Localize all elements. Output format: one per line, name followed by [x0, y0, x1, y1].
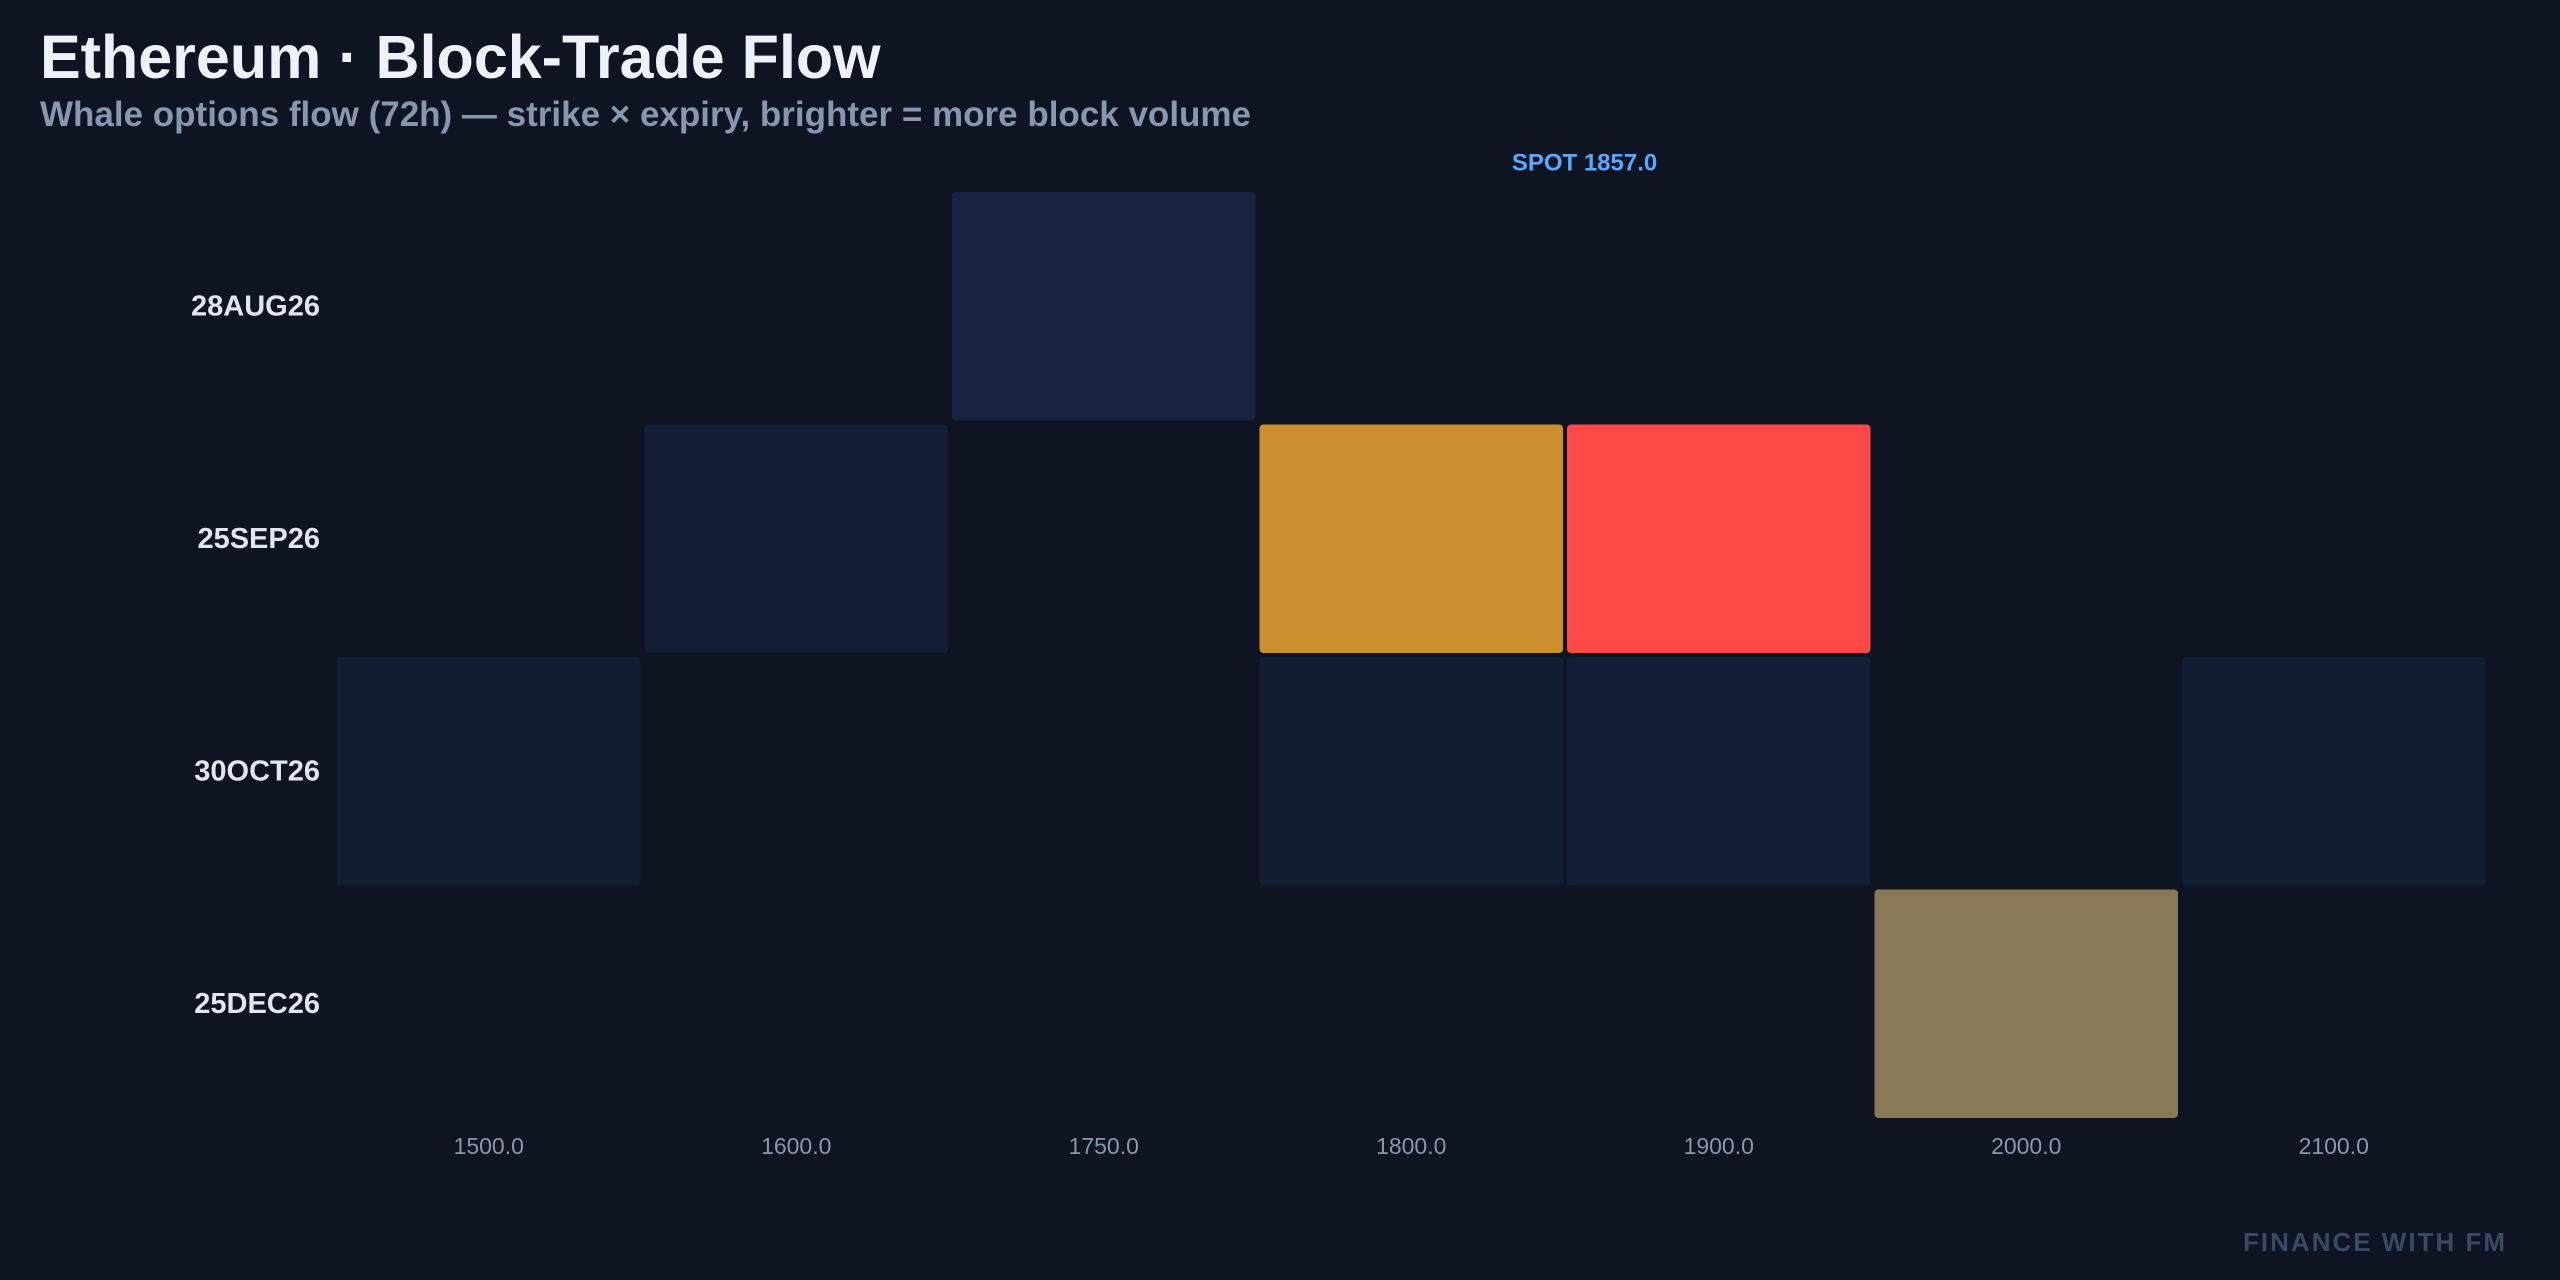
- expiry-label: 25SEP26: [197, 523, 320, 555]
- heatmap-cell: [1567, 657, 1871, 886]
- expiry-label: 25DEC26: [194, 988, 320, 1020]
- strike-label: 1500.0: [454, 1133, 524, 1159]
- heatmap-cell: [337, 657, 641, 886]
- expiry-label: 30OCT26: [194, 755, 320, 787]
- chart-title: Ethereum · Block-Trade Flow: [40, 23, 881, 91]
- strike-label: 1900.0: [1684, 1133, 1754, 1159]
- heatmap-cells: [337, 192, 2486, 1118]
- strike-labels: 1500.0 1600.0 1750.0 1800.0 1900.0 2000.0 2100…: [454, 1133, 2369, 1159]
- heatmap-cell: [1874, 889, 2178, 1118]
- spot-label: SPOT 1857.0: [1512, 150, 1657, 177]
- heatmap-cell: [1259, 657, 1563, 886]
- heatmap-cell: [1259, 424, 1563, 653]
- spot-marker: SPOT 1857.0: [1512, 150, 1657, 1117]
- strike-label: 1800.0: [1376, 1133, 1446, 1159]
- heatmap-cell: [644, 424, 948, 653]
- chart-subtitle: Whale options flow (72h) — strike × expi…: [40, 95, 1252, 134]
- strike-label: 2000.0: [1991, 1133, 2061, 1159]
- heatmap-cell: [2182, 657, 2486, 886]
- strike-label: 1750.0: [1069, 1133, 1139, 1159]
- heatmap-cell: [952, 192, 1256, 421]
- strike-label: 1600.0: [761, 1133, 831, 1159]
- strike-label: 2100.0: [2299, 1133, 2369, 1159]
- expiry-labels: 28AUG26 25SEP26 30OCT26 25DEC26: [191, 290, 320, 1020]
- watermark: FINANCE WITH FM: [2243, 1227, 2507, 1257]
- expiry-label: 28AUG26: [191, 290, 320, 322]
- heatmap-cell: [1567, 424, 1871, 653]
